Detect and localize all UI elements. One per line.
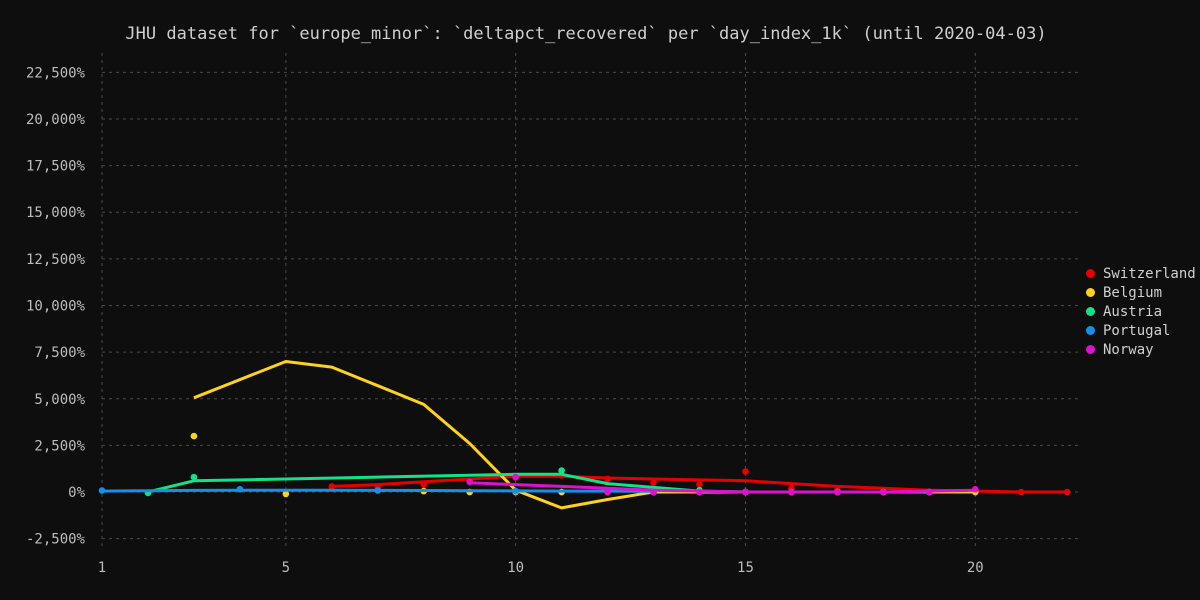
data-point-norway: [650, 488, 657, 496]
legend-label-norway: Norway: [1103, 341, 1154, 358]
data-point-norway: [696, 488, 703, 496]
data-point-norway: [466, 478, 473, 486]
y-tick-label: 2,500%: [34, 438, 85, 454]
data-point-norway: [880, 488, 887, 496]
x-tick-label: 20: [967, 560, 984, 576]
data-point-austria: [190, 473, 198, 481]
x-tick-label: 5: [282, 560, 290, 576]
data-point-norway: [742, 488, 749, 496]
x-tick-label: 10: [507, 560, 524, 576]
data-point-norway: [971, 485, 979, 493]
series-line-norway: [469, 481, 976, 494]
data-point-portugal: [374, 487, 382, 494]
x-tick-label: 15: [737, 560, 754, 576]
x-tick-label: 1: [98, 560, 106, 576]
data-point-switzerland: [1063, 488, 1071, 496]
y-tick-label: -2,500%: [26, 532, 86, 548]
legend-item-belgium: Belgium: [1086, 283, 1196, 302]
y-tick-label: 0%: [68, 485, 85, 501]
data-point-norway: [512, 473, 519, 481]
legend-item-austria: Austria: [1086, 302, 1196, 321]
y-tick-label: 10,000%: [26, 299, 86, 315]
data-point-switzerland: [1017, 488, 1025, 496]
legend-marker-portugal: [1086, 326, 1095, 335]
y-tick-label: 15,000%: [26, 205, 86, 221]
data-point-portugal: [98, 487, 106, 494]
chart-title: JHU dataset for `europe_minor`: `deltapc…: [125, 24, 1047, 44]
legend-label-austria: Austria: [1103, 303, 1163, 320]
data-point-norway: [926, 488, 933, 496]
legend-marker-norway: [1086, 345, 1095, 354]
legend-marker-switzerland: [1086, 269, 1095, 278]
data-point-belgium: [190, 432, 198, 440]
data-point-norway: [834, 488, 841, 496]
data-point-belgium: [282, 490, 290, 498]
data-point-switzerland: [420, 481, 428, 488]
data-point-switzerland: [650, 479, 657, 487]
legend-item-portugal: Portugal: [1086, 321, 1196, 340]
y-tick-label: 12,500%: [26, 252, 86, 268]
legend-label-belgium: Belgium: [1103, 284, 1163, 301]
legend-label-portugal: Portugal: [1103, 322, 1171, 339]
data-point-norway: [788, 488, 795, 496]
legend-marker-belgium: [1086, 288, 1095, 297]
data-point-switzerland: [328, 483, 336, 490]
data-point-switzerland: [696, 481, 703, 488]
data-point-switzerland: [742, 468, 749, 475]
y-tick-label: 5,000%: [34, 392, 85, 408]
legend-item-norway: Norway: [1086, 340, 1196, 359]
y-tick-label: 7,500%: [34, 345, 85, 361]
data-point-portugal: [512, 487, 519, 495]
y-tick-label: 17,500%: [26, 159, 86, 175]
legend-marker-austria: [1086, 307, 1095, 316]
y-tick-label: 20,000%: [26, 112, 86, 128]
legend: Switzerland Belgium Austria Portugal Norway: [1086, 264, 1196, 359]
data-point-austria: [558, 467, 565, 474]
data-point-portugal: [236, 485, 244, 493]
data-point-switzerland: [604, 475, 611, 483]
legend-label-switzerland: Switzerland: [1103, 265, 1196, 282]
data-point-norway: [604, 488, 611, 496]
y-tick-label: 22,500%: [26, 65, 86, 81]
legend-item-switzerland: Switzerland: [1086, 264, 1196, 283]
